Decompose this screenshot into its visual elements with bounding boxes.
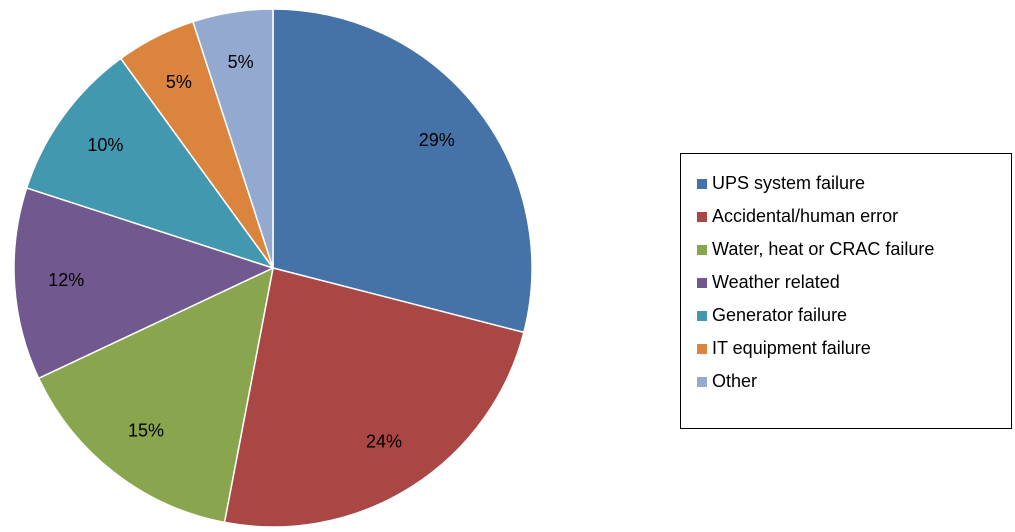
pie-slice [13,187,276,380]
legend-label: Weather related [712,272,840,292]
legend-label: Accidental/human error [712,206,898,226]
legend-swatch [697,179,707,189]
legend-swatch [697,377,707,387]
legend-label: IT equipment failure [712,338,871,358]
data-label: 24% [366,432,402,452]
legend-swatch [697,311,707,321]
legend-label: Generator failure [712,305,847,325]
data-label: 15% [128,420,164,440]
legend-swatch [697,344,707,354]
legend-swatch [697,212,707,222]
pie-slice [192,8,274,269]
data-label: 5% [166,72,192,92]
legend-box [680,153,1012,429]
legend-swatch [697,278,707,288]
legend-label: UPS system failure [712,173,865,193]
pie-slice [37,266,275,524]
pie-slice [272,8,533,334]
data-label: 29% [419,130,455,150]
data-label: 10% [87,135,123,155]
pie-slice [25,57,275,270]
data-label: 5% [228,52,254,72]
legend-label: Other [712,371,757,391]
legend-swatch [697,245,707,255]
legend-label: Water, heat or CRAC failure [712,239,934,259]
data-label: 12% [48,270,84,290]
